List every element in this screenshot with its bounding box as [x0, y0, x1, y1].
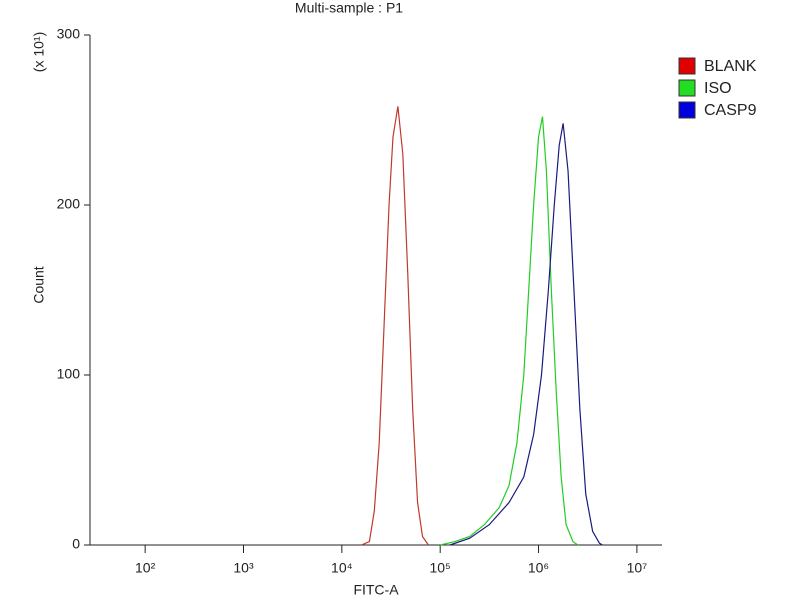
x-tick-label: 10⁷ — [627, 560, 648, 576]
legend-swatch — [678, 57, 696, 75]
series-line — [361, 106, 429, 546]
series-line — [449, 123, 603, 546]
legend-label: CASP9 — [704, 102, 757, 119]
x-tick-label: 10⁴ — [331, 560, 353, 576]
chart-title: Multi-sample : P1 — [295, 0, 403, 16]
legend-label: ISO — [704, 80, 732, 97]
x-tick-label: 10² — [135, 560, 156, 576]
x-tick-label: 10⁶ — [528, 560, 549, 576]
x-tick-label: 10³ — [233, 560, 254, 576]
x-tick-label: 10⁵ — [429, 560, 450, 576]
y-tick-label: 200 — [57, 196, 81, 212]
legend-label: BLANK — [704, 58, 757, 75]
x-axis-label: FITC-A — [353, 582, 399, 598]
legend-swatch — [678, 101, 696, 119]
y-multiplier: (x 10¹) — [31, 32, 47, 72]
legend-swatch — [678, 79, 696, 97]
y-tick-label: 300 — [57, 26, 81, 42]
series-line — [440, 116, 579, 546]
y-tick-label: 0 — [72, 536, 80, 552]
y-axis-label: Count — [31, 266, 47, 303]
y-tick-label: 100 — [57, 366, 81, 382]
